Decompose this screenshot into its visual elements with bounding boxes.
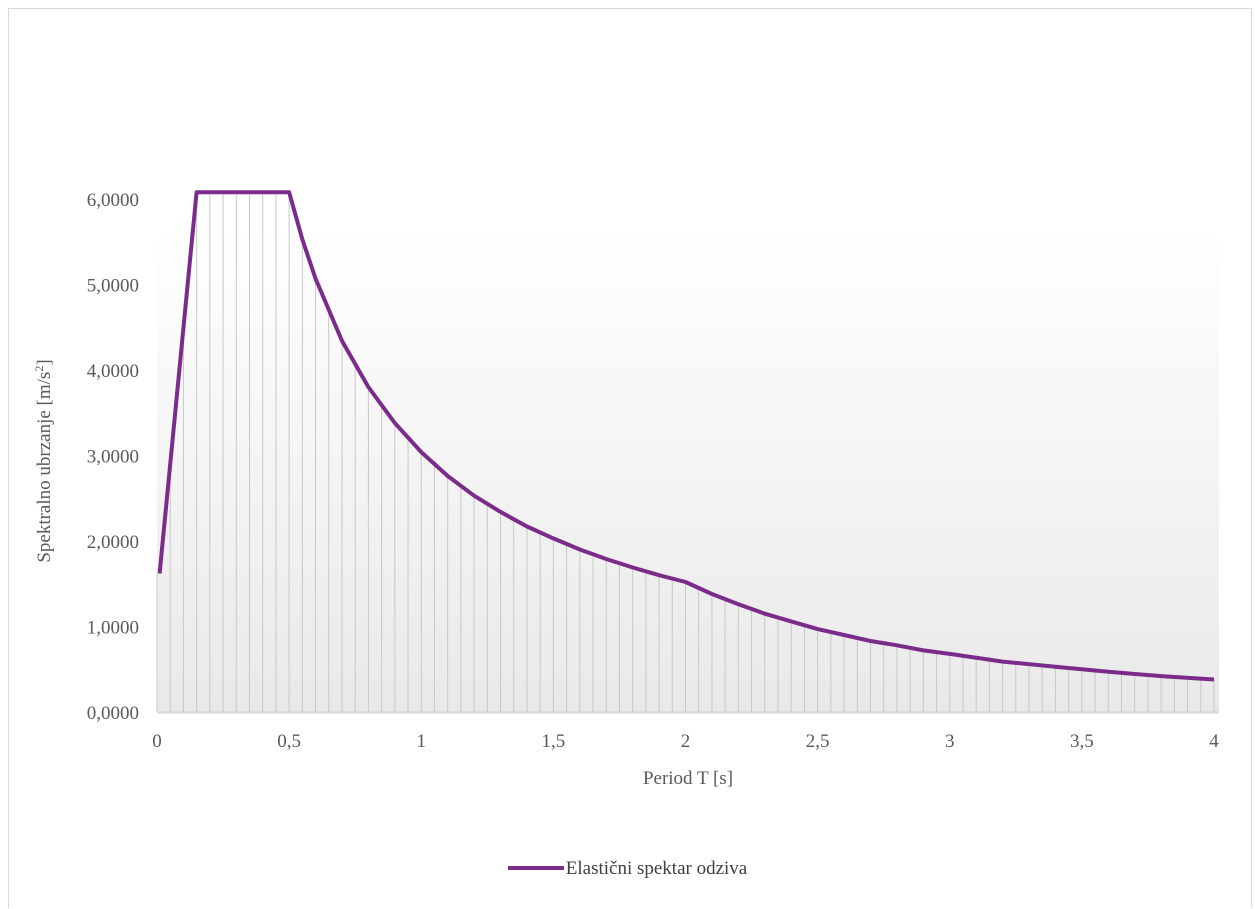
y-tick-label: 0,0000 <box>87 703 139 724</box>
y-tick-label: 6,0000 <box>87 190 139 211</box>
y-tick-label: 4,0000 <box>87 361 139 382</box>
chart-frame: 0 0,5 1 1,5 2 2,5 3 3,5 4 0,0000 1,0000 2,0000 3,00… <box>8 8 1252 908</box>
x-tick-label: 1,5 <box>542 731 566 752</box>
x-tick-label: 2 <box>681 731 691 752</box>
x-tick-label: 4 <box>1209 731 1219 752</box>
legend-swatch <box>507 865 564 870</box>
x-tick-label: 3 <box>945 731 955 752</box>
x-axis-ticks: 0 0,5 1 1,5 2 2,5 3 3,5 4 <box>152 731 1219 752</box>
x-tick-label: 1 <box>417 731 427 752</box>
x-tick-label: 3,5 <box>1070 731 1094 752</box>
y-axis-title: Spektralno ubrzanje [m/s2] <box>32 359 55 562</box>
chart-svg: 0 0,5 1 1,5 2 2,5 3 3,5 4 0,0000 1,0000 2,0000 3,00… <box>32 190 1219 789</box>
y-tick-label: 3,0000 <box>87 447 139 468</box>
plot-background <box>157 229 1219 714</box>
y-tick-label: 1,0000 <box>87 618 139 639</box>
x-axis-title: Period T [s] <box>643 768 733 789</box>
legend-label: Elastični spektar odziva <box>565 858 748 879</box>
legend: Elastični spektar odziva <box>0 858 1255 880</box>
drop-lines <box>156 192 1215 712</box>
y-tick-label: 5,0000 <box>87 276 139 297</box>
y-tick-label: 2,0000 <box>87 532 139 553</box>
y-axis-ticks: 0,0000 1,0000 2,0000 3,0000 4,0000 5,0000 6,00… <box>87 190 139 724</box>
x-tick-label: 0,5 <box>277 731 301 752</box>
x-tick-label: 2,5 <box>806 731 830 752</box>
x-tick-label: 0 <box>152 731 162 752</box>
series-line <box>157 190 1215 682</box>
